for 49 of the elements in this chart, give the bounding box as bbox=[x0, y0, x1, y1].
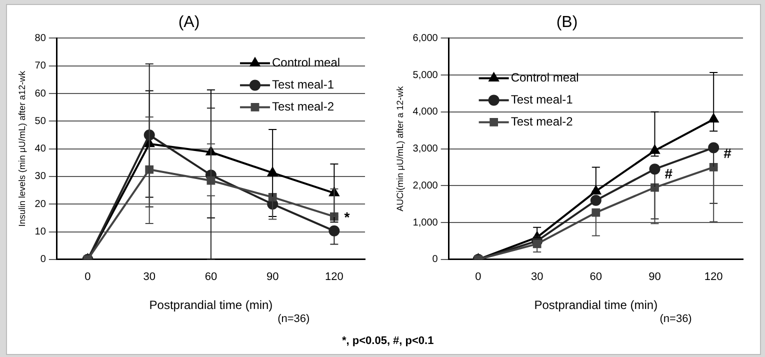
annotation: # bbox=[724, 145, 732, 162]
x-tick-label: 90 bbox=[648, 271, 661, 284]
y-tick-label: 20 bbox=[34, 198, 46, 210]
y-tick-label: 1,000 bbox=[412, 217, 438, 228]
y-tick-label: 0 bbox=[432, 254, 438, 266]
legend-label: Test meal-2 bbox=[510, 114, 574, 129]
x-tick-label: 30 bbox=[530, 271, 544, 284]
x-tick-label: 120 bbox=[704, 271, 723, 284]
x-axis-title: Postprandial time (min) bbox=[534, 298, 658, 312]
x-tick-label: 0 bbox=[84, 271, 91, 284]
y-tick-label: 2,000 bbox=[412, 180, 438, 192]
text: (n=36) bbox=[278, 313, 310, 326]
chart-title: (A) bbox=[178, 14, 200, 32]
y-tick-label: 30 bbox=[34, 171, 46, 182]
chart-title: (B) bbox=[556, 14, 578, 32]
x-tick-label: 30 bbox=[143, 271, 156, 284]
x-tick-label: 120 bbox=[325, 271, 344, 284]
legend-label: Test meal-1 bbox=[272, 78, 334, 92]
y-axis-title: AUCi(min μU/mL) after a 12-wk bbox=[394, 86, 405, 212]
point bbox=[708, 114, 718, 123]
y-tick-label: 4,000 bbox=[412, 106, 438, 118]
y-tick-label: 80 bbox=[34, 32, 46, 44]
annotation: # bbox=[664, 165, 673, 182]
legend-label: Test meal-1 bbox=[510, 92, 574, 107]
legend-label: Test meal-2 bbox=[272, 100, 334, 114]
y-tick-label: 50 bbox=[34, 116, 46, 127]
point bbox=[650, 145, 660, 154]
y-tick-label: 0 bbox=[40, 254, 46, 266]
y-axis-title: Insulin levels (min μU/mL) after a12-wk bbox=[16, 70, 27, 227]
point bbox=[206, 176, 216, 185]
y-tick-label: 10 bbox=[34, 226, 46, 238]
point bbox=[145, 165, 154, 174]
y-tick-label: 6,000 bbox=[412, 32, 438, 44]
y-tick-label: 40 bbox=[34, 144, 46, 155]
annotation: * bbox=[344, 208, 350, 225]
y-tick-label: 70 bbox=[34, 60, 46, 72]
point bbox=[532, 240, 542, 248]
x-tick-label: 60 bbox=[204, 271, 218, 284]
point bbox=[592, 208, 600, 217]
x-tick-label: 0 bbox=[475, 271, 482, 284]
text: *, p<0.05, #, p<0.1 bbox=[342, 335, 434, 347]
y-tick-label: 3,000 bbox=[412, 144, 438, 155]
y-tick-label: 60 bbox=[34, 88, 46, 100]
x-tick-label: 90 bbox=[266, 271, 279, 284]
point bbox=[590, 194, 602, 206]
x-tick-label: 60 bbox=[590, 271, 602, 284]
x-axis-title: Postprandial time (min) bbox=[149, 298, 273, 312]
text: (n=36) bbox=[660, 313, 692, 326]
y-tick-label: 5,000 bbox=[412, 70, 438, 81]
